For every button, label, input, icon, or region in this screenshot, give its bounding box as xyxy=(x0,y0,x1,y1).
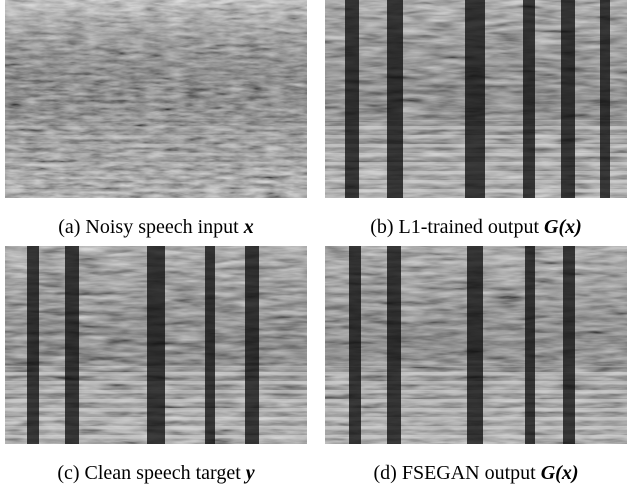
caption-label: (a) Noisy speech input xyxy=(58,216,239,238)
spectrogram xyxy=(5,0,307,198)
caption-math: y xyxy=(246,462,255,484)
caption-label: (d) FSEGAN output xyxy=(374,462,536,484)
silence-gap xyxy=(467,246,483,444)
silence-gap xyxy=(563,246,575,444)
caption-math: x xyxy=(244,216,254,238)
silence-gap xyxy=(349,246,361,444)
silence-gap xyxy=(387,0,403,198)
caption-label: (c) Clean speech target xyxy=(57,462,240,484)
silence-gap xyxy=(600,0,610,198)
harmonic-stripes xyxy=(5,120,307,198)
panel: (c) Clean speech target y xyxy=(5,246,307,444)
silence-gap xyxy=(245,246,259,444)
caption: (a) Noisy speech input x xyxy=(0,216,317,239)
panel: (a) Noisy speech input x xyxy=(5,0,307,198)
silence-gap xyxy=(387,246,401,444)
caption-math: G(x) xyxy=(541,462,579,484)
silence-gap xyxy=(147,246,165,444)
silence-gap xyxy=(27,246,39,444)
silence-gap xyxy=(205,246,215,444)
caption: (d) FSEGAN output G(x) xyxy=(315,462,627,485)
caption: (c) Clean speech target y xyxy=(0,462,317,485)
panel: (d) FSEGAN output G(x) xyxy=(325,246,627,444)
silence-gap xyxy=(561,0,575,198)
silence-gap xyxy=(65,246,79,444)
figure: {"panels": [ {"label": "(a) Noisy speech… xyxy=(0,0,627,483)
caption-math: G(x) xyxy=(544,216,582,238)
silence-gap xyxy=(525,246,535,444)
spectrogram xyxy=(325,0,627,198)
spectrogram xyxy=(325,246,627,444)
silence-gap xyxy=(345,0,359,198)
spectrogram xyxy=(5,246,307,444)
silence-gap xyxy=(523,0,535,198)
caption: (b) L1-trained output G(x) xyxy=(315,216,627,239)
silence-gap xyxy=(465,0,485,198)
caption-label: (b) L1-trained output xyxy=(370,216,539,238)
panel: (b) L1-trained output G(x) xyxy=(325,0,627,198)
